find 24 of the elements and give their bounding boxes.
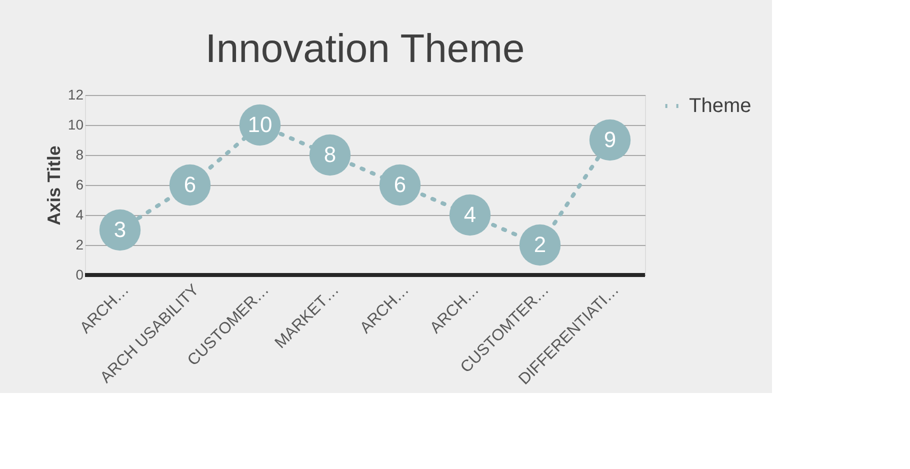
data-label: 6 [394, 172, 406, 197]
point [589, 119, 631, 161]
y-tick-label: 8 [76, 146, 84, 162]
y-tick-label: 6 [76, 176, 84, 192]
point [99, 209, 141, 251]
point [169, 164, 211, 206]
chart-title: Innovation Theme [205, 27, 525, 71]
data-label: 6 [184, 172, 196, 197]
point [519, 224, 561, 266]
data-label: 4 [464, 202, 476, 227]
legend-label: Theme [689, 95, 752, 117]
data-label: 3 [114, 217, 126, 242]
y-tick-label: 4 [76, 206, 84, 222]
point [309, 134, 351, 176]
y-tick-label: 0 [76, 266, 84, 282]
y-tick-label: 2 [76, 236, 84, 252]
data-label: 10 [248, 112, 272, 137]
data-label: 8 [324, 142, 336, 167]
y-tick-label: 12 [68, 86, 84, 102]
y-axis-title: Axis Title [44, 146, 64, 226]
data-label: 9 [604, 127, 616, 152]
y-tick-label: 10 [68, 116, 84, 132]
data-label: 2 [534, 232, 546, 257]
point [379, 164, 421, 206]
